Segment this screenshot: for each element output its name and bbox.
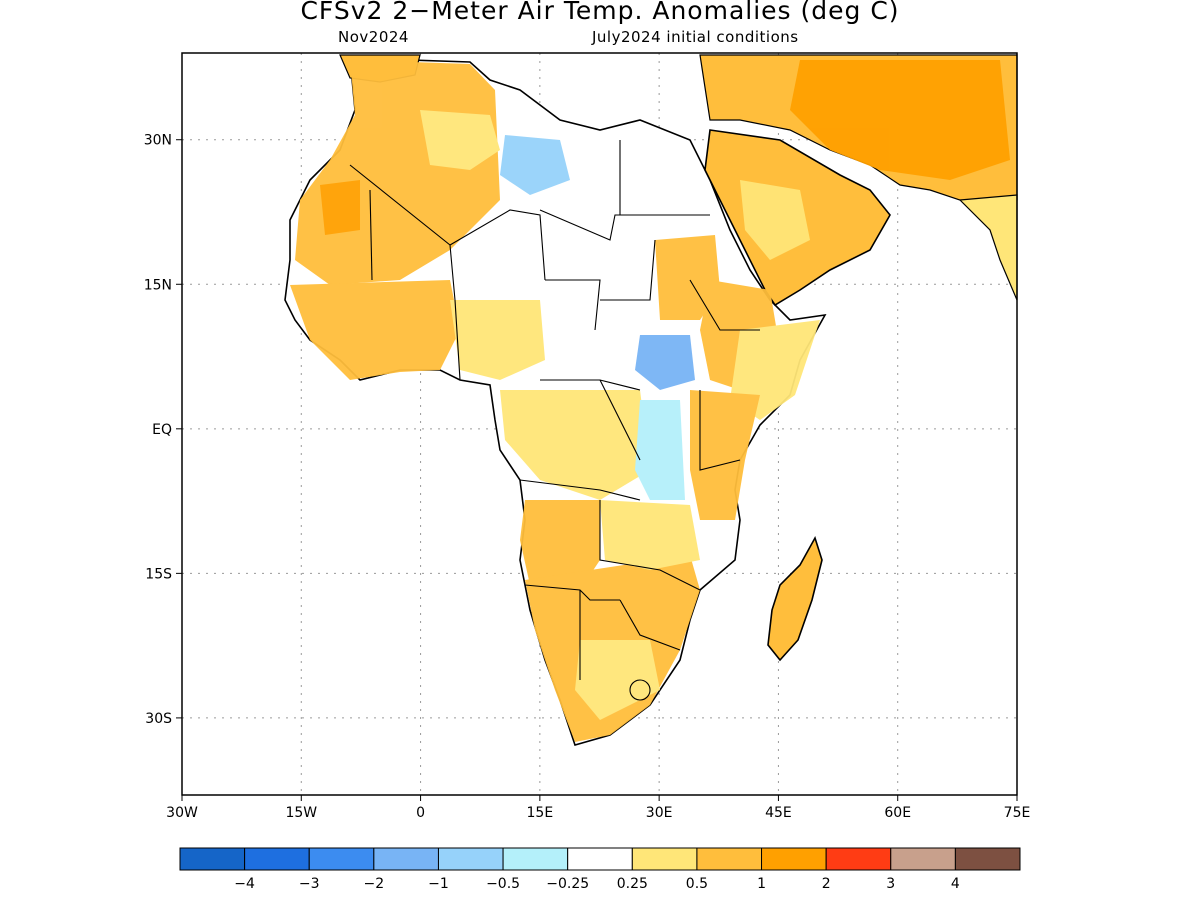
map-frame xyxy=(181,52,1018,796)
lon-tick-label: 75E xyxy=(1004,805,1031,821)
colorbar-label: 0.5 xyxy=(686,876,708,892)
colorbar-swatch xyxy=(437,847,504,871)
colorbar-label: −3 xyxy=(299,876,320,892)
lat-tick-label: 15S xyxy=(145,566,172,582)
colorbar-label: −0.25 xyxy=(546,876,589,892)
congo-cool xyxy=(635,400,685,500)
lon-tick-label: 15W xyxy=(285,805,317,821)
colorbar-swatch xyxy=(567,847,633,871)
lon-tick-label: 15E xyxy=(527,805,554,821)
colorbar-label: 3 xyxy=(886,876,895,892)
sahara-mild xyxy=(420,110,500,170)
colorbar-swatch xyxy=(179,847,246,871)
sahel-mild xyxy=(450,300,545,380)
sudan-warm xyxy=(655,235,720,320)
lon-tick-label: 0 xyxy=(416,805,425,821)
colorbar-swatch xyxy=(696,847,763,871)
initial-conditions-label: July2024 initial conditions xyxy=(592,28,799,46)
country-borders xyxy=(349,140,760,701)
colorbar-swatch xyxy=(502,847,569,871)
colorbar-swatch xyxy=(890,847,956,871)
lon-tick-label: 45E xyxy=(765,805,792,821)
colorbar-swatch xyxy=(308,847,375,871)
madagascar xyxy=(767,535,823,662)
colorbar-label: −4 xyxy=(234,876,255,892)
lat-tick-label: 30S xyxy=(145,711,172,727)
colorbar-label: 4 xyxy=(951,876,960,892)
west-africa-warm xyxy=(290,280,460,380)
india xyxy=(958,194,1018,301)
lat-tick-label: EQ xyxy=(152,422,172,438)
zambia-mild xyxy=(600,500,700,570)
colorbar-swatch xyxy=(954,847,1021,871)
colorbar-swatch xyxy=(825,847,892,871)
map-title: CFSv2 2−Meter Air Temp. Anomalies (deg C… xyxy=(300,0,900,25)
colorbar-swatch xyxy=(373,847,439,871)
lon-tick-label: 60E xyxy=(884,805,911,821)
colorbar-label: 0.25 xyxy=(617,876,648,892)
colorbar-swatch xyxy=(244,847,310,871)
colorbar-label: −0.5 xyxy=(486,876,520,892)
colorbar-label: −2 xyxy=(364,876,385,892)
colorbar-swatch xyxy=(761,847,827,871)
south-sudan-cool xyxy=(635,335,695,390)
colorbar-swatch xyxy=(631,847,698,871)
arabia-mild xyxy=(740,180,810,260)
lon-tick-label: 30E xyxy=(646,805,673,821)
iran-hot xyxy=(790,60,1010,180)
lon-tick-label: 30W xyxy=(166,805,198,821)
forecast-month-label: Nov2024 xyxy=(338,28,409,46)
colorbar: −4 −3 −2 −1 −0.5 −0.25 0.25 0.5 1 2 3 4 xyxy=(179,847,1021,892)
angola-warm xyxy=(520,500,600,590)
lat-tick-label: 15N xyxy=(144,277,172,293)
libya-cool xyxy=(500,135,570,195)
colorbar-label: −1 xyxy=(428,876,449,892)
latitude-labels: 30N 15N EQ 15S 30S xyxy=(144,133,182,727)
east-africa-warm xyxy=(690,390,760,520)
longitude-labels: 30W 15W 0 15E 30E 45E 60E 75E xyxy=(166,795,1030,821)
central-africa-mild xyxy=(500,390,650,500)
lat-tick-label: 30N xyxy=(144,133,172,149)
western-sahara-hot xyxy=(320,180,360,235)
colorbar-label: 1 xyxy=(757,876,766,892)
colorbar-label: 2 xyxy=(822,876,831,892)
anomaly-shading xyxy=(290,60,1010,742)
